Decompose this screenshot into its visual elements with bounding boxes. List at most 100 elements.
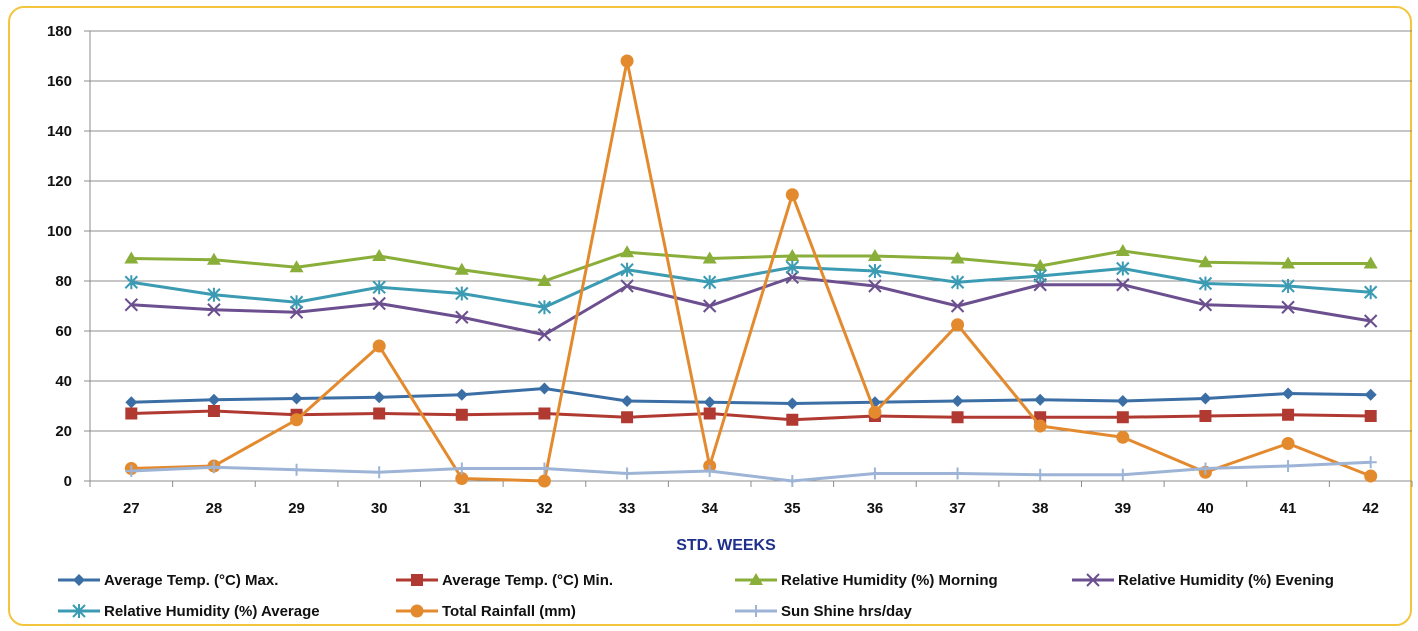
data-point: [703, 407, 716, 420]
data-point: [1199, 462, 1212, 475]
data-point: [951, 318, 965, 332]
x-tick-label: 42: [1362, 500, 1379, 517]
y-tick-label: 40: [55, 373, 72, 390]
legend-label: Average Temp. (°C) Max.: [104, 572, 278, 589]
legend-label: Average Temp. (°C) Min.: [442, 572, 613, 589]
data-point: [207, 393, 220, 406]
legend-label: Relative Humidity (%) Morning: [781, 572, 998, 589]
y-tick-label: 0: [64, 473, 72, 490]
data-point: [1363, 285, 1378, 300]
data-point: [1364, 456, 1377, 469]
legend-swatch-marker: [410, 604, 424, 618]
data-point: [455, 286, 469, 301]
legend-label: Total Rainfall (mm): [442, 603, 576, 620]
legend-label: Sun Shine hrs/day: [781, 603, 913, 620]
data-point: [1198, 298, 1213, 312]
series-relative-humidity-evening: [124, 270, 1378, 342]
data-point: [289, 305, 304, 319]
data-point: [124, 275, 139, 290]
data-point: [125, 407, 138, 420]
data-point: [620, 262, 634, 277]
data-point: [454, 262, 469, 275]
data-point: [785, 270, 800, 284]
data-point: [1116, 430, 1130, 444]
data-point: [537, 300, 552, 315]
data-point: [290, 413, 304, 427]
legend-label: Relative Humidity (%) Evening: [1118, 572, 1334, 589]
data-point: [537, 474, 551, 488]
y-tick-label: 140: [47, 123, 72, 140]
series-line: [131, 387, 1371, 405]
data-point: [1281, 300, 1295, 314]
legend-swatch-marker: [411, 574, 423, 586]
legend-item-relative-humidity-average: Relative Humidity (%) Average: [58, 603, 320, 620]
data-point: [951, 467, 964, 480]
chart-frame: [8, 6, 1412, 626]
data-point: [1281, 279, 1295, 293]
data-point: [702, 275, 717, 290]
data-point: [620, 279, 634, 293]
data-point: [125, 465, 138, 477]
x-tick-label: 41: [1280, 500, 1297, 517]
data-point: [786, 397, 799, 410]
axes: [89, 31, 1412, 482]
series-line: [131, 275, 1371, 337]
legend-item-average-temp-c-max: Average Temp. (°C) Max.: [58, 572, 278, 589]
legend-swatch-marker: [749, 573, 763, 585]
data-point: [1364, 469, 1378, 483]
data-point: [621, 467, 634, 480]
data-point: [1033, 259, 1048, 271]
data-point: [702, 251, 717, 264]
data-point: [950, 299, 965, 313]
series-line: [131, 249, 1371, 283]
y-tick-label: 80: [55, 273, 72, 290]
data-point: [621, 395, 634, 407]
series-average-temp-c-max: [125, 382, 1377, 410]
data-point: [1198, 276, 1213, 291]
x-tick-label: 34: [701, 500, 718, 517]
data-point: [1199, 392, 1212, 405]
x-axis-label: STD. WEEKS: [676, 537, 776, 554]
data-point: [620, 54, 634, 68]
data-point: [868, 405, 882, 419]
x-tick-label: 37: [949, 500, 966, 517]
data-point: [951, 395, 964, 407]
data-point: [868, 279, 882, 293]
data-point: [206, 252, 221, 265]
y-axis-ticks: 0 20 40 60 80 100 120 140 160 180: [47, 23, 90, 490]
data-point: [868, 264, 882, 278]
data-point: [538, 382, 551, 395]
data-point: [124, 298, 139, 312]
data-point: [289, 260, 304, 273]
data-point: [1282, 387, 1295, 400]
legend-label: Relative Humidity (%) Average: [104, 603, 320, 620]
series-sun-shine-hrs-day: [125, 456, 1377, 487]
data-point: [1034, 468, 1047, 481]
data-point: [621, 411, 634, 424]
data-point: [455, 462, 468, 475]
legend-item-total-rainfall-mm: Total Rainfall (mm): [396, 603, 576, 620]
data-point: [373, 391, 386, 404]
data-point: [207, 461, 220, 474]
data-point: [373, 407, 386, 420]
legend-swatch-marker: [72, 604, 86, 618]
data-point: [1281, 437, 1295, 450]
data-point: [1199, 410, 1212, 422]
data-point: [950, 251, 965, 264]
legend-item-relative-humidity-evening: Relative Humidity (%) Evening: [1072, 572, 1334, 589]
data-point: [1033, 269, 1047, 283]
data-point: [1033, 419, 1047, 433]
data-point: [455, 388, 468, 401]
x-tick-label: 30: [371, 500, 388, 517]
data-point: [1282, 460, 1295, 472]
data-point: [537, 328, 552, 342]
x-tick-label: 28: [206, 500, 223, 517]
data-point: [372, 280, 386, 295]
x-tick-label: 40: [1197, 500, 1214, 517]
data-point: [785, 249, 800, 261]
legend-item-sun-shine-hrs-day: Sun Shine hrs/day: [735, 603, 913, 620]
data-point: [455, 310, 469, 324]
data-point: [785, 188, 799, 202]
legend-item-average-temp-c-min: Average Temp. (°C) Min.: [396, 572, 613, 589]
